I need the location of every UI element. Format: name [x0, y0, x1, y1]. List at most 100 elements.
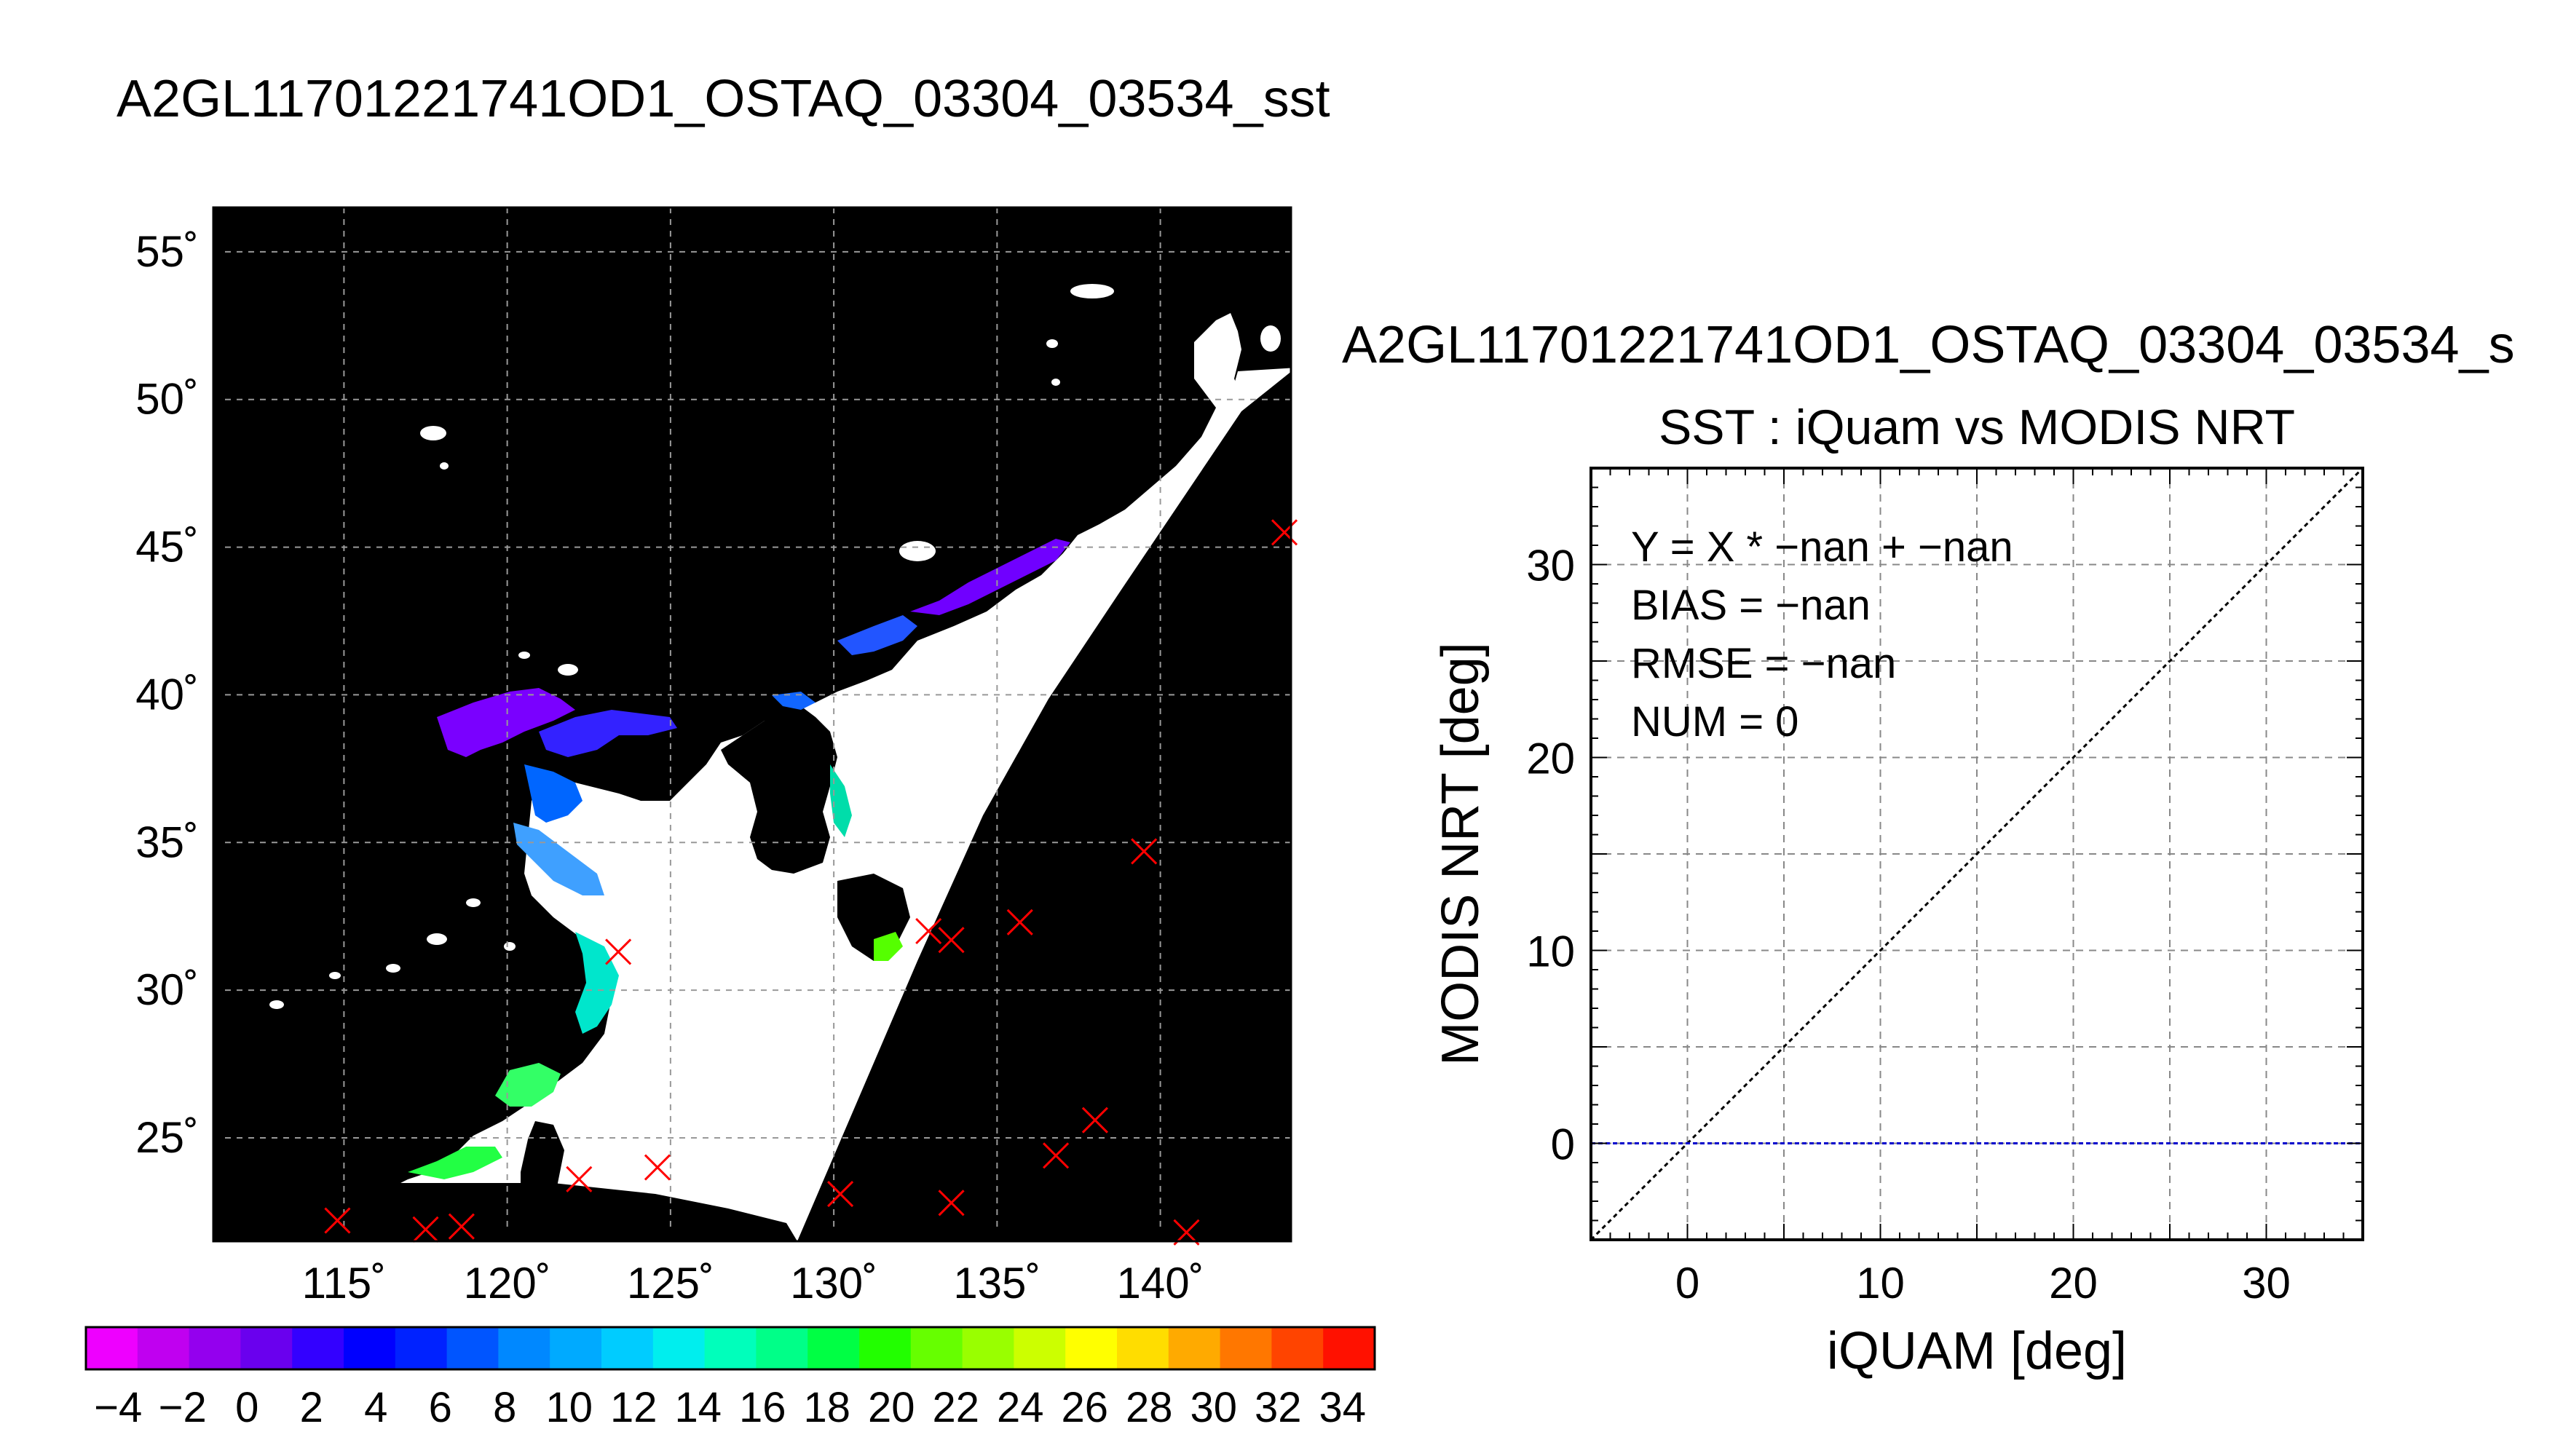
map-lat-ticks: 25˚ 30˚ 35˚ 40˚ 45˚ 50˚ 55˚	[135, 227, 225, 1162]
scatter-minor-ticks	[1590, 467, 2364, 1241]
colorbar-cell	[344, 1327, 396, 1369]
sst-south-coast	[408, 1147, 502, 1179]
colorbar-cell	[446, 1327, 499, 1369]
scatter-y-tick-label: 10	[1526, 927, 1575, 976]
scatter-stat-line: NUM = 0	[1631, 698, 1798, 745]
page-title: A2GL11701221741OD1_OSTAQ_03304_03534_sst	[117, 70, 1330, 128]
insitu-marker	[1006, 909, 1033, 935]
scatter-y-tick-label: 20	[1526, 735, 1575, 783]
colorbar-tick-label: 34	[1319, 1384, 1366, 1431]
scatter-x-ticks: 0 10 20 30	[1675, 1259, 2291, 1307]
colorbar-cell	[859, 1327, 912, 1369]
marker-stroke	[938, 927, 965, 954]
scatter-x-tick-label: 0	[1675, 1259, 1699, 1307]
colorbar-tick-label: 24	[997, 1384, 1044, 1431]
sst-japan-north	[910, 539, 1070, 615]
map-lat-tick-label: 55˚	[135, 227, 199, 276]
scatter-stat-line: RMSE = −nan	[1631, 640, 1896, 687]
colorbar-tick-label: 18	[803, 1384, 850, 1431]
marker-stroke	[1131, 838, 1158, 865]
colorbar-cells	[86, 1327, 1375, 1369]
colorbar-tick-label: 16	[739, 1384, 786, 1431]
marker-stroke	[1043, 1142, 1070, 1169]
marker-stroke	[1271, 519, 1298, 546]
map-lon-tick-label: 125˚	[627, 1259, 714, 1307]
colorbar-tick-label: 2	[300, 1384, 323, 1431]
insitu-marker	[412, 1216, 439, 1243]
colorbar-tick-label: 12	[610, 1384, 657, 1431]
scatter-y-ticks: 0 10 20 30	[1526, 542, 1575, 1169]
map-lat-tick-label: 30˚	[135, 965, 199, 1014]
colorbar-cell	[137, 1327, 190, 1369]
scatter-x-tick-label: 20	[2049, 1259, 2098, 1307]
insitu-marker	[605, 938, 632, 965]
marker-stroke	[1081, 1107, 1108, 1133]
sst-china-coast-3	[495, 1063, 561, 1107]
colorbar-tick-label: 14	[674, 1384, 722, 1431]
marker-stroke	[915, 917, 942, 945]
map-lon-ticks: 115˚ 120˚ 125˚ 130˚ 135˚ 140˚	[302, 1230, 1204, 1307]
colorbar: −4 −2 0 2 4 6 8 10 12 14 16 18 20 22 24 26 28 30 32 34	[84, 1326, 1376, 1431]
sst-china-coast-2	[575, 932, 619, 1034]
insitu-marker	[566, 1166, 593, 1192]
scatter-title: SST : iQuam vs MODIS NRT	[1659, 400, 2295, 455]
colorbar-cell	[910, 1327, 963, 1369]
colorbar-cell	[704, 1327, 757, 1369]
swath-edge	[797, 371, 1291, 1241]
land-clouds	[269, 284, 1281, 1009]
map-lat-tick-label: 45˚	[135, 523, 199, 571]
north-cloud	[1194, 313, 1241, 408]
insitu-markers	[324, 519, 1298, 1246]
colorbar-cell	[292, 1327, 344, 1369]
sst-bohai	[437, 688, 575, 757]
scatter-y-tick-label: 0	[1551, 1120, 1575, 1169]
colorbar-tick-label: 26	[1061, 1384, 1108, 1431]
insitu-marker	[324, 1207, 351, 1234]
sst-japan-sea	[837, 615, 917, 655]
map-image	[213, 284, 1291, 1241]
scatter-ylabel: MODIS NRT [deg]	[1431, 642, 1490, 1066]
map-lon-tick-label: 130˚	[790, 1259, 877, 1307]
map-frame	[212, 206, 1292, 1243]
colorbar-tick-label: −2	[159, 1384, 207, 1431]
colorbar-cell	[601, 1327, 654, 1369]
map-lat-tick-label: 40˚	[135, 670, 199, 719]
insitu-marker	[1081, 1107, 1108, 1133]
scatter-y-tick-label: 30	[1526, 542, 1575, 590]
insitu-marker	[938, 1190, 965, 1216]
sst-korea-north	[772, 692, 816, 710]
colorbar-tick-label: 10	[545, 1384, 593, 1431]
colorbar-tick-label: −4	[94, 1384, 142, 1431]
colorbar-cell	[395, 1327, 448, 1369]
colorbar-cell	[1168, 1327, 1221, 1369]
scatter-xlabel: iQUAM [deg]	[1827, 1322, 2127, 1380]
colorbar-cell	[807, 1327, 860, 1369]
marker-stroke	[605, 938, 632, 965]
colorbar-cell	[756, 1327, 808, 1369]
scatter-reference-lines	[1590, 467, 2364, 1241]
marker-stroke	[1006, 909, 1033, 935]
scatter-stat-line: BIAS = −nan	[1631, 582, 1871, 629]
colorbar-tick-label: 0	[235, 1384, 258, 1431]
colorbar-tick-label: 22	[932, 1384, 979, 1431]
colorbar-tick-label: 8	[493, 1384, 516, 1431]
insitu-marker	[938, 927, 965, 954]
taiwan-land	[521, 1121, 564, 1230]
colorbar-cell	[962, 1327, 1014, 1369]
colorbar-cell	[189, 1327, 241, 1369]
sst-china-coast-1	[513, 823, 604, 895]
insitu-marker	[644, 1154, 671, 1181]
colorbar-cell	[550, 1327, 602, 1369]
colorbar-cell	[86, 1327, 138, 1369]
colorbar-tick-label: 6	[429, 1384, 452, 1431]
colorbar-tick-label: 20	[868, 1384, 915, 1431]
insitu-marker	[1271, 519, 1298, 546]
scatter-stats: Y = X * −nan + −nan BIAS = −nan RMSE = −na…	[1631, 523, 2013, 745]
colorbar-tick-label: 30	[1190, 1384, 1237, 1431]
map-lat-tick-label: 35˚	[135, 818, 199, 866]
marker-stroke	[566, 1166, 593, 1192]
insitu-marker	[827, 1181, 854, 1208]
colorbar-tick-labels: −4 −2 0 2 4 6 8 10 12 14 16 18 20 22 24 26 28 30 32 34	[94, 1384, 1366, 1431]
insitu-marker	[1131, 838, 1158, 865]
